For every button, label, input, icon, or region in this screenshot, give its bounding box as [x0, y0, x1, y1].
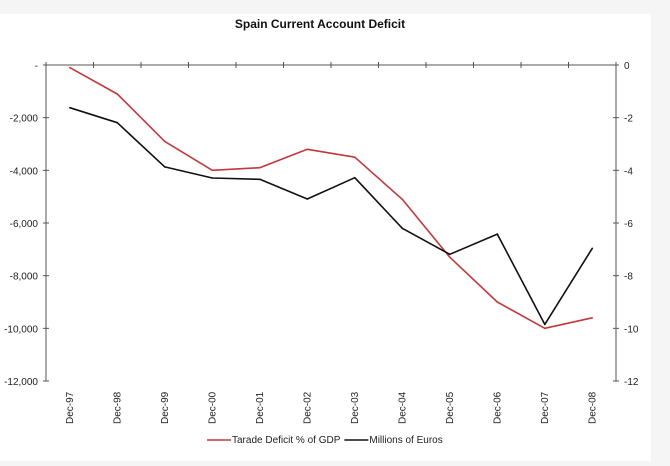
x-tick-label: Dec-97	[65, 391, 76, 424]
axes: Dec-97 Dec-98 Dec-99 Dec-00 Dec-01 Dec-02 Dec-…	[4, 61, 639, 424]
data-point	[164, 140, 166, 143]
data-point	[69, 106, 71, 109]
x-tick-label: Dec-03	[350, 391, 361, 424]
data-point	[354, 156, 356, 158]
y-left-tick-label: -6,000	[10, 219, 39, 230]
data-point	[401, 227, 404, 230]
x-tick-label: Dec-00	[207, 391, 218, 424]
x-tick-label: Dec-08	[587, 391, 598, 424]
x-tick-label: Dec-98	[112, 391, 123, 424]
chart: Spain Current Account Deficit Dec-97 Dec-…	[4, 17, 639, 446]
data-point	[164, 166, 166, 168]
x-tick-label: Dec-99	[160, 391, 171, 424]
y-left-tick-label: -2,000	[10, 114, 39, 125]
data-point	[116, 121, 119, 124]
legend: Tarade Deficit % of GDP Millions of Euros	[207, 435, 443, 446]
data-point	[211, 177, 214, 179]
data-point	[354, 176, 356, 179]
data-point	[449, 256, 451, 258]
data-point	[544, 323, 546, 326]
y-left-tick-label: -10,000	[4, 324, 38, 335]
x-tick-label: Dec-04	[397, 391, 408, 424]
series-line-gdp-percent	[69, 66, 593, 330]
y-right-tick-label: -8	[624, 272, 633, 283]
data-point	[496, 301, 499, 303]
y-right-tick-label: 0	[624, 61, 630, 72]
legend-label: Tarade Deficit % of GDP	[232, 435, 341, 446]
y-right-tick-label: -12	[624, 377, 639, 388]
data-point	[259, 166, 261, 169]
data-point	[259, 178, 261, 181]
series-line-millions-euros	[69, 106, 593, 326]
y-right-tick-label: -10	[624, 324, 639, 335]
x-tick-label: Dec-07	[540, 391, 551, 424]
data-point	[211, 169, 214, 172]
y-left-tick-label: -4,000	[10, 166, 39, 177]
data-point	[116, 93, 119, 95]
series-layer	[69, 66, 594, 330]
data-point	[401, 198, 404, 201]
data-point	[69, 66, 71, 69]
x-tick-label: Dec-01	[255, 391, 266, 424]
y-right-tick-label: -6	[624, 219, 633, 230]
data-point	[496, 233, 499, 235]
chart-title: Spain Current Account Deficit	[235, 17, 405, 31]
data-point	[544, 327, 546, 330]
data-point	[449, 253, 451, 256]
data-point	[306, 148, 309, 151]
x-tick-label: Dec-06	[492, 391, 503, 424]
y-left-tick-label: -	[35, 61, 38, 72]
chart-frame: Spain Current Account Deficit Dec-97 Dec-…	[0, 14, 651, 461]
data-point	[306, 198, 309, 200]
data-point	[591, 317, 594, 319]
data-point	[591, 247, 594, 250]
y-left-tick-label: -12,000	[4, 377, 38, 388]
y-right-tick-label: -4	[624, 166, 633, 177]
x-tick-label: Dec-02	[302, 391, 313, 424]
y-right-tick-label: -2	[624, 114, 633, 125]
legend-label: Millions of Euros	[369, 435, 442, 446]
y-left-tick-label: -8,000	[10, 272, 39, 283]
x-tick-label: Dec-05	[445, 391, 456, 424]
